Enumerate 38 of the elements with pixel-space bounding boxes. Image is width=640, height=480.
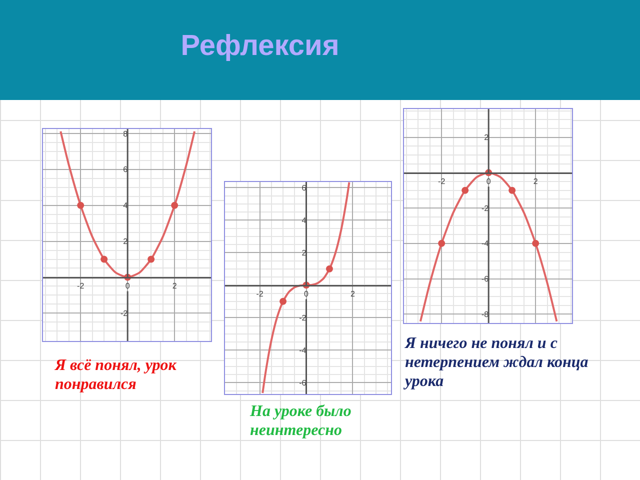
x-tick-label: 2: [350, 289, 356, 298]
x-tick-label: 2: [533, 176, 538, 186]
text: Я ничего не понял и с нетерпением ждал конца урока: [405, 334, 590, 391]
y-tick-label: 8: [123, 129, 128, 138]
point: [508, 186, 516, 194]
y-tick-label: -4: [481, 239, 490, 248]
point: [77, 202, 84, 209]
y-tick-label: -2: [481, 204, 490, 213]
x-tick-label: 0: [304, 289, 310, 298]
y-tick-label: 6: [123, 165, 128, 174]
y-tick-label: -2: [299, 313, 307, 322]
y-tick-label: 4: [123, 201, 128, 210]
point: [532, 240, 540, 247]
point: [148, 256, 155, 263]
x-tick-label: 0: [486, 176, 492, 186]
point: [462, 186, 469, 194]
point: [280, 298, 287, 305]
text: Я всё понял, урок понравился: [55, 356, 178, 394]
y-tick-label: 2: [123, 237, 128, 246]
y-tick-label: 2: [484, 133, 490, 142]
point: [326, 265, 333, 272]
x-tick-label: -2: [77, 281, 85, 290]
point: [171, 202, 178, 209]
point: [438, 240, 446, 247]
x-tick-label: -2: [438, 176, 446, 186]
y-tick-label: -2: [120, 308, 128, 318]
point: [100, 256, 108, 263]
x-tick-label: 2: [172, 281, 178, 290]
y-tick-label: -4: [299, 346, 307, 355]
y-tick-label: 2: [302, 248, 307, 258]
x-tick-label: 0: [125, 281, 130, 290]
y-tick-label: 4: [302, 216, 307, 225]
chart-title: Рефлексия: [180, 30, 340, 63]
line-series: [262, 182, 350, 394]
text: На уроке было неинтересно: [250, 402, 352, 440]
y-tick-label: -6: [481, 274, 490, 284]
y-tick-label: -8: [481, 310, 490, 319]
x-tick-label: -2: [256, 289, 264, 298]
